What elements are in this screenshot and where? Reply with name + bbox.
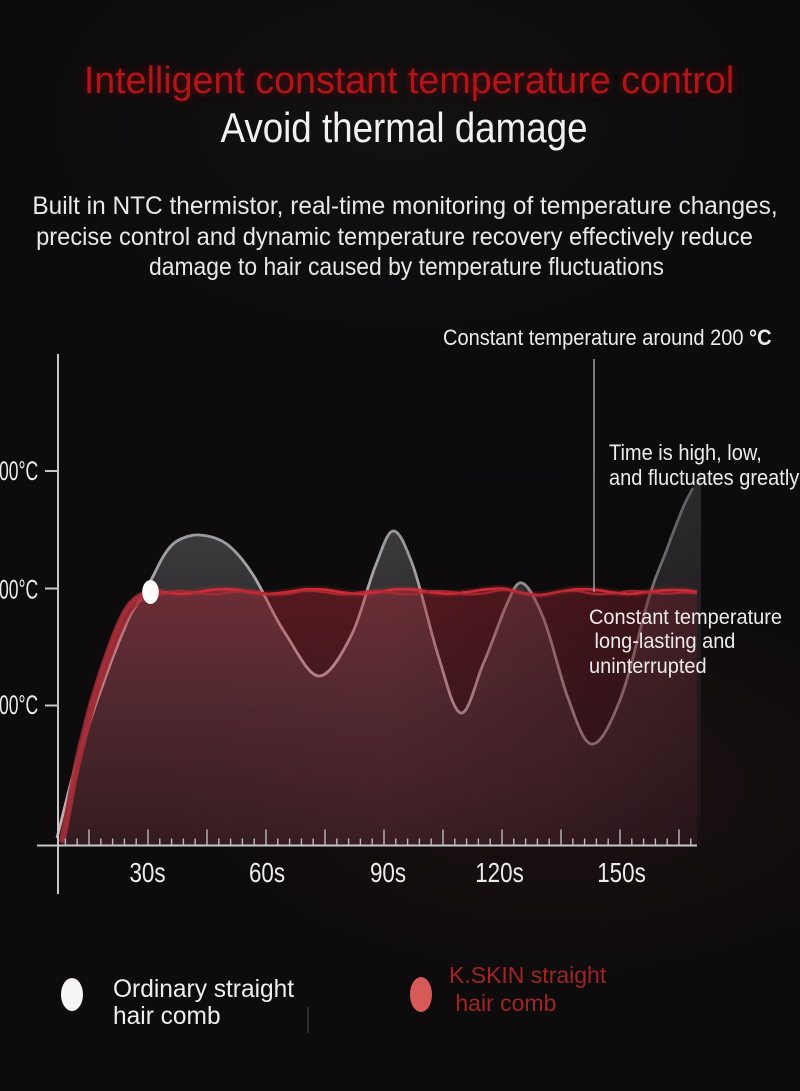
svg-text:150s: 150s — [597, 858, 646, 889]
svg-text:00°C: 00°C — [0, 574, 38, 605]
svg-text:60s: 60s — [249, 858, 285, 889]
svg-text:30s: 30s — [129, 858, 165, 889]
svg-text:120s: 120s — [475, 858, 524, 889]
svg-text:90s: 90s — [370, 858, 406, 889]
svg-text:00°C: 00°C — [0, 689, 38, 720]
svg-text:00°C: 00°C — [0, 455, 38, 486]
